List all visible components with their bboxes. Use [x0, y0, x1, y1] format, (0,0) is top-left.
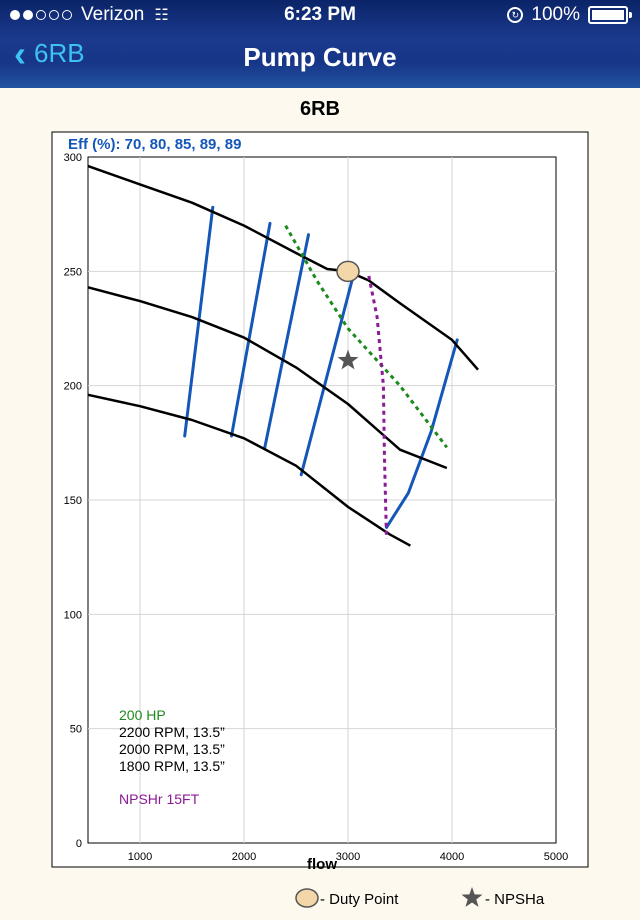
- efficiency-line-1: [183, 205, 215, 438]
- npsha-marker: [337, 349, 359, 370]
- y-tick-label: 50: [70, 724, 82, 736]
- y-tick-label: 250: [64, 266, 82, 278]
- nav-header: Verizon ☷ 6:23 PM ↻ 100% ‹ 6RB Pump Curv…: [0, 0, 640, 88]
- x-tick-label: 2000: [232, 851, 256, 863]
- page-title: Pump Curve: [243, 42, 397, 72]
- legend-entry: 200 HP: [119, 707, 166, 723]
- y-tick-label: 0: [76, 838, 82, 850]
- chart-title: 6RB: [299, 98, 340, 120]
- efficiency-line-2: [230, 221, 272, 438]
- carrier-name: Verizon: [81, 4, 145, 25]
- wifi-icon: ☷: [154, 7, 169, 24]
- efficiency-label: Eff (%): 70, 80, 85, 89, 89: [68, 136, 241, 153]
- y-tick-label: 150: [64, 495, 82, 507]
- npsha-legend-label: - NPSHa: [485, 891, 545, 908]
- efficiency-line-4: [299, 274, 355, 477]
- battery-icon: [588, 6, 632, 24]
- series-line-4: [284, 224, 448, 449]
- legend-entry: 2200 RPM, 13.5”: [119, 724, 225, 740]
- carrier-signal: Verizon ☷: [10, 4, 169, 26]
- series-line-1: [87, 164, 479, 371]
- y-tick-label: 200: [64, 381, 82, 393]
- npsha-legend-icon: [461, 887, 483, 907]
- signal-dot-icon: [49, 10, 59, 20]
- legend-entry: NPSHr 15FT: [119, 791, 200, 807]
- duty-point-legend-icon: [295, 888, 319, 908]
- x-tick-label: 1000: [128, 851, 152, 863]
- signal-dot-icon: [36, 10, 46, 20]
- series-line-3: [87, 393, 412, 547]
- signal-dot-icon: [10, 10, 20, 20]
- legend-entry: 2000 RPM, 13.5”: [119, 741, 225, 757]
- back-button-label: 6RB: [34, 38, 85, 68]
- legend-entry: 1800 RPM, 13.5”: [119, 758, 225, 774]
- signal-dot-icon: [62, 10, 72, 20]
- rotation-lock-icon: ↻: [507, 7, 524, 23]
- y-tick-label: 300: [64, 152, 82, 164]
- y-tick-label: 100: [64, 609, 82, 621]
- x-tick-label: 4000: [440, 851, 464, 863]
- efficiency-line-3: [263, 233, 310, 449]
- duty-point-marker: [336, 260, 360, 283]
- x-axis-label: flow: [307, 856, 337, 873]
- series-line-2: [87, 286, 448, 470]
- status-bar: Verizon ☷ 6:23 PM ↻ 100%: [0, 0, 640, 30]
- chevron-left-icon: ‹: [14, 32, 26, 74]
- x-tick-label: 5000: [544, 851, 568, 863]
- signal-dot-icon: [23, 10, 33, 20]
- status-time: 6:23 PM: [284, 4, 356, 25]
- x-tick-label: 3000: [336, 851, 360, 863]
- duty-point-legend-label: - Duty Point: [320, 891, 399, 908]
- efficiency-line-5: [385, 338, 459, 529]
- back-button[interactable]: ‹ 6RB: [14, 32, 85, 74]
- battery-percent: 100%: [531, 4, 580, 25]
